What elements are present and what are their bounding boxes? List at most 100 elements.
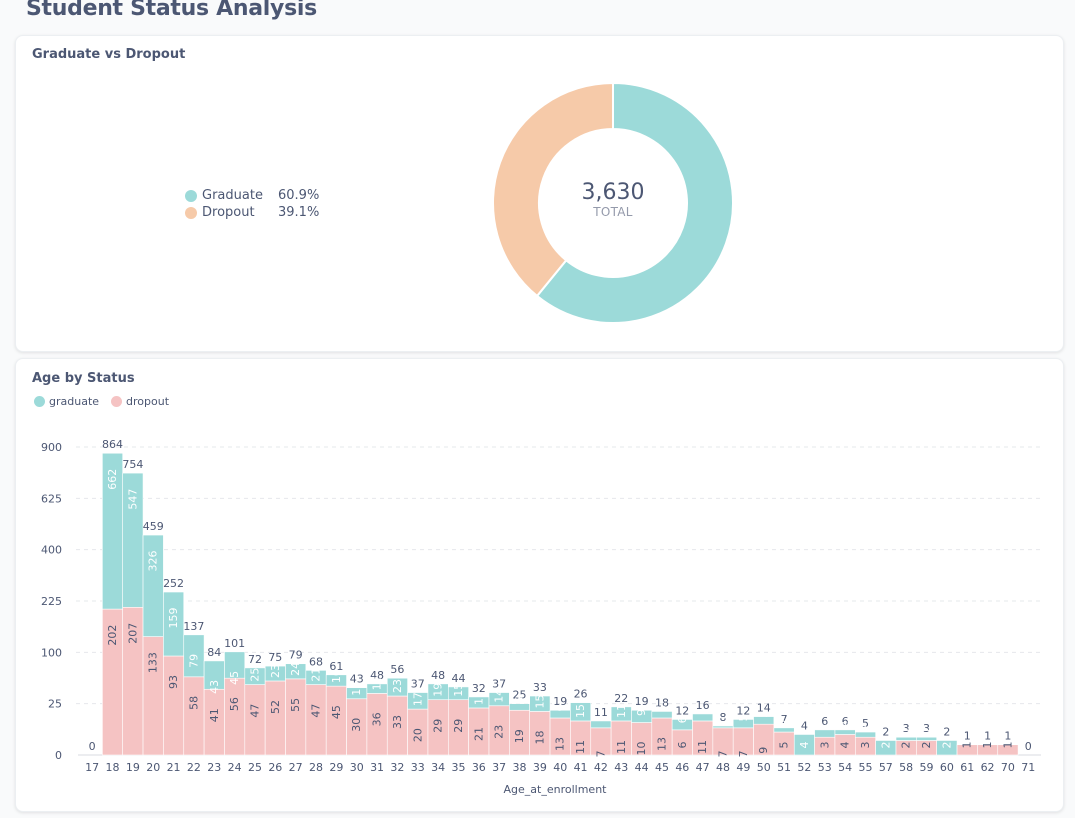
graduate-value-label: 13 [350,682,363,696]
y-tick-label: 25 [48,698,62,711]
bar-segment-dropout[interactable] [183,676,205,756]
x-tick-label: 20 [146,761,160,774]
bar-card-title[interactable]: Age by Status [32,371,135,386]
donut-slice-graduate[interactable] [535,81,734,324]
dropout-value-label: 133 [147,652,160,673]
graduate-value-label: 16 [330,669,343,683]
graduate-value-label: 11 [615,704,628,718]
bar-segment-dropout[interactable] [244,684,266,756]
legend-item-graduate-bar[interactable]: graduate [34,395,99,408]
dropout-value-label: 41 [208,708,221,722]
x-tick-label: 33 [411,761,425,774]
x-tick-label: 37 [492,761,506,774]
total-label: 14 [757,702,771,715]
bar-segment-graduate[interactable] [773,727,795,733]
bar-segment-graduate[interactable] [854,731,876,738]
graduate-value-label: 12 [371,676,384,690]
graduate-value-label: 547 [126,489,139,510]
total-label: 79 [289,649,303,662]
bar-segment-dropout[interactable] [264,680,286,756]
bar-segment-graduate[interactable] [834,729,856,735]
y-tick-label: 100 [41,646,62,659]
bar-chart[interactable]: 0251002254006259001701886420266219754207… [16,359,1061,809]
dropout-value-label: 29 [432,719,445,733]
donut-total-label: TOTAL [593,205,633,219]
x-axis-title: Age_at_enrollment [504,783,608,796]
donut-chart[interactable] [483,73,743,333]
bar-segment-graduate[interactable] [386,677,408,697]
y-tick-label: 900 [41,441,62,454]
donut-card-title[interactable]: Graduate vs Dropout [32,47,186,62]
bar-segment-graduate[interactable] [163,591,185,657]
x-tick-label: 35 [451,761,465,774]
dropout-value-label: 3 [818,742,831,749]
total-label: 2 [882,725,889,738]
donut-slice-dropout[interactable] [492,81,614,298]
dropout-value-label: 33 [391,715,404,729]
dropout-value-label: 20 [411,728,424,742]
total-label: 137 [183,620,204,633]
legend-pct-dropout: 39.1% [278,205,320,220]
bar-segment-graduate[interactable] [224,651,246,679]
bar-segment-dropout[interactable] [325,685,347,756]
bar-segment-dropout[interactable] [163,655,185,756]
dropout-value-label: 55 [289,698,302,712]
total-label: 19 [553,695,567,708]
x-tick-label: 49 [736,761,750,774]
dropout-value-label: 58 [187,696,200,710]
x-tick-label: 28 [309,761,323,774]
bar-segment-graduate[interactable] [529,695,551,712]
dropout-value-label: 11 [574,740,587,754]
dropout-value-label: 2 [900,742,913,749]
x-tick-label: 61 [960,761,974,774]
graduate-value-label: 15 [574,704,587,718]
total-label: 44 [451,672,465,685]
dropout-value-label: 207 [126,623,139,644]
graduate-value-label: 19 [432,683,445,697]
bar-segment-dropout[interactable] [997,744,1019,756]
bar-segment-graduate[interactable] [753,716,775,725]
bar-segment-dropout[interactable] [285,678,307,756]
dropout-value-label: 11 [615,740,628,754]
dropout-value-label: 23 [493,725,506,739]
graduate-value-label: 1 [717,714,730,721]
x-tick-label: 39 [533,761,547,774]
graduate-value-label: 15 [452,683,465,697]
legend-label-dropout-bar: dropout [126,395,170,408]
bar-segment-graduate[interactable] [142,534,164,637]
graduate-value-label: 11 [472,691,485,705]
total-label: 0 [1025,740,1032,753]
bar-segment-dropout[interactable] [305,684,327,756]
total-label: 11 [594,706,608,719]
x-tick-label: 45 [655,761,669,774]
dropout-value-label: 7 [737,750,750,757]
x-tick-label: 23 [207,761,221,774]
x-tick-label: 62 [981,761,995,774]
total-label: 68 [309,655,323,668]
bar-segment-graduate[interactable] [692,713,714,722]
bar-segment-graduate[interactable] [447,686,469,701]
graduate-value-label: 1 [900,727,913,734]
bar-segment-graduate[interactable] [325,674,347,687]
dropout-value-label: 2 [920,742,933,749]
legend-item-graduate[interactable]: Graduate 60.9% [185,188,319,203]
bar-segment-graduate[interactable] [895,736,917,741]
x-tick-label: 25 [248,761,262,774]
legend-item-dropout-bar[interactable]: dropout [111,395,169,408]
legend-item-dropout[interactable]: Dropout 39.1% [185,205,319,220]
dropout-value-label: 36 [371,712,384,726]
bar-segment-graduate[interactable] [570,702,592,722]
graduate-value-label: 17 [411,692,424,706]
total-label: 72 [248,653,262,666]
bar-segment-graduate[interactable] [651,711,673,719]
bar-segment-graduate[interactable] [488,692,510,707]
bar-segment-dropout[interactable] [224,677,246,756]
total-label: 1 [984,730,991,743]
x-tick-label: 26 [268,761,282,774]
x-tick-label: 44 [635,761,649,774]
dropout-value-label: 1 [1001,742,1014,749]
bar-segment-graduate[interactable] [916,736,937,741]
bar-segment-graduate[interactable] [183,634,205,678]
bar-segment-graduate[interactable] [712,725,734,729]
graduate-value-label: 159 [167,608,180,629]
